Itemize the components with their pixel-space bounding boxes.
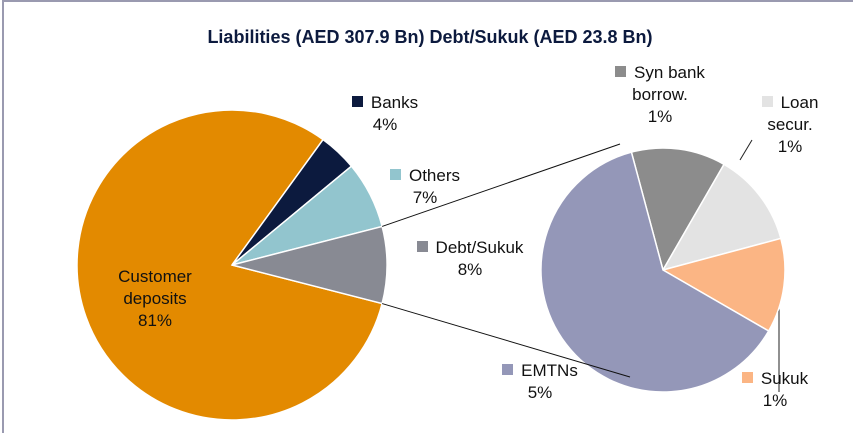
label-name: Customer deposits (118, 267, 192, 308)
connector-line (381, 303, 631, 378)
chart-title: Liabilities (AED 307.9 Bn) Debt/Sukuk (A… (207, 27, 652, 47)
data-label: EMTNs 5% (490, 360, 590, 404)
legend-marker (615, 66, 627, 77)
pie-slice (661, 163, 782, 272)
label-name: Loan secur. (767, 93, 819, 134)
data-label: Customer deposits 81% (105, 266, 205, 332)
legend-marker (741, 372, 753, 383)
label-name: Syn bank borrow. (632, 63, 705, 104)
pie-slice (630, 147, 726, 272)
pie-slice (661, 237, 786, 333)
label-value: 8% (457, 260, 483, 279)
legend-marker (389, 169, 401, 180)
label-value: 7% (412, 188, 438, 207)
data-label: Sukuk 1% (725, 368, 825, 412)
pie-slice (231, 225, 388, 305)
label-name: EMTNs (521, 361, 578, 380)
label-value: 1% (777, 137, 803, 156)
legend-marker (416, 241, 428, 252)
label-name: Others (408, 166, 461, 185)
label-value: 1% (647, 107, 673, 126)
label-value: 4% (372, 115, 398, 134)
data-label: Loan secur. 1% (754, 92, 826, 158)
leader-line (739, 139, 753, 161)
data-label: Others 7% (375, 165, 475, 209)
label-name: Sukuk (760, 369, 809, 388)
label-value: 81% (137, 311, 173, 330)
legend-marker (761, 96, 773, 107)
data-label: Banks 4% (335, 92, 435, 136)
pie-slice (76, 109, 384, 421)
legend-marker (351, 96, 363, 107)
label-name: Debt/Sukuk (435, 238, 524, 257)
label-value: 5% (527, 383, 553, 402)
legend-marker (502, 364, 514, 375)
data-label: Debt/Sukuk 8% (410, 237, 530, 281)
data-label: Syn bank borrow. 1% (606, 62, 714, 128)
label-value: 1% (762, 391, 788, 410)
label-name: Banks (370, 93, 419, 112)
connector-line (381, 143, 621, 227)
pie-slice (540, 151, 770, 393)
